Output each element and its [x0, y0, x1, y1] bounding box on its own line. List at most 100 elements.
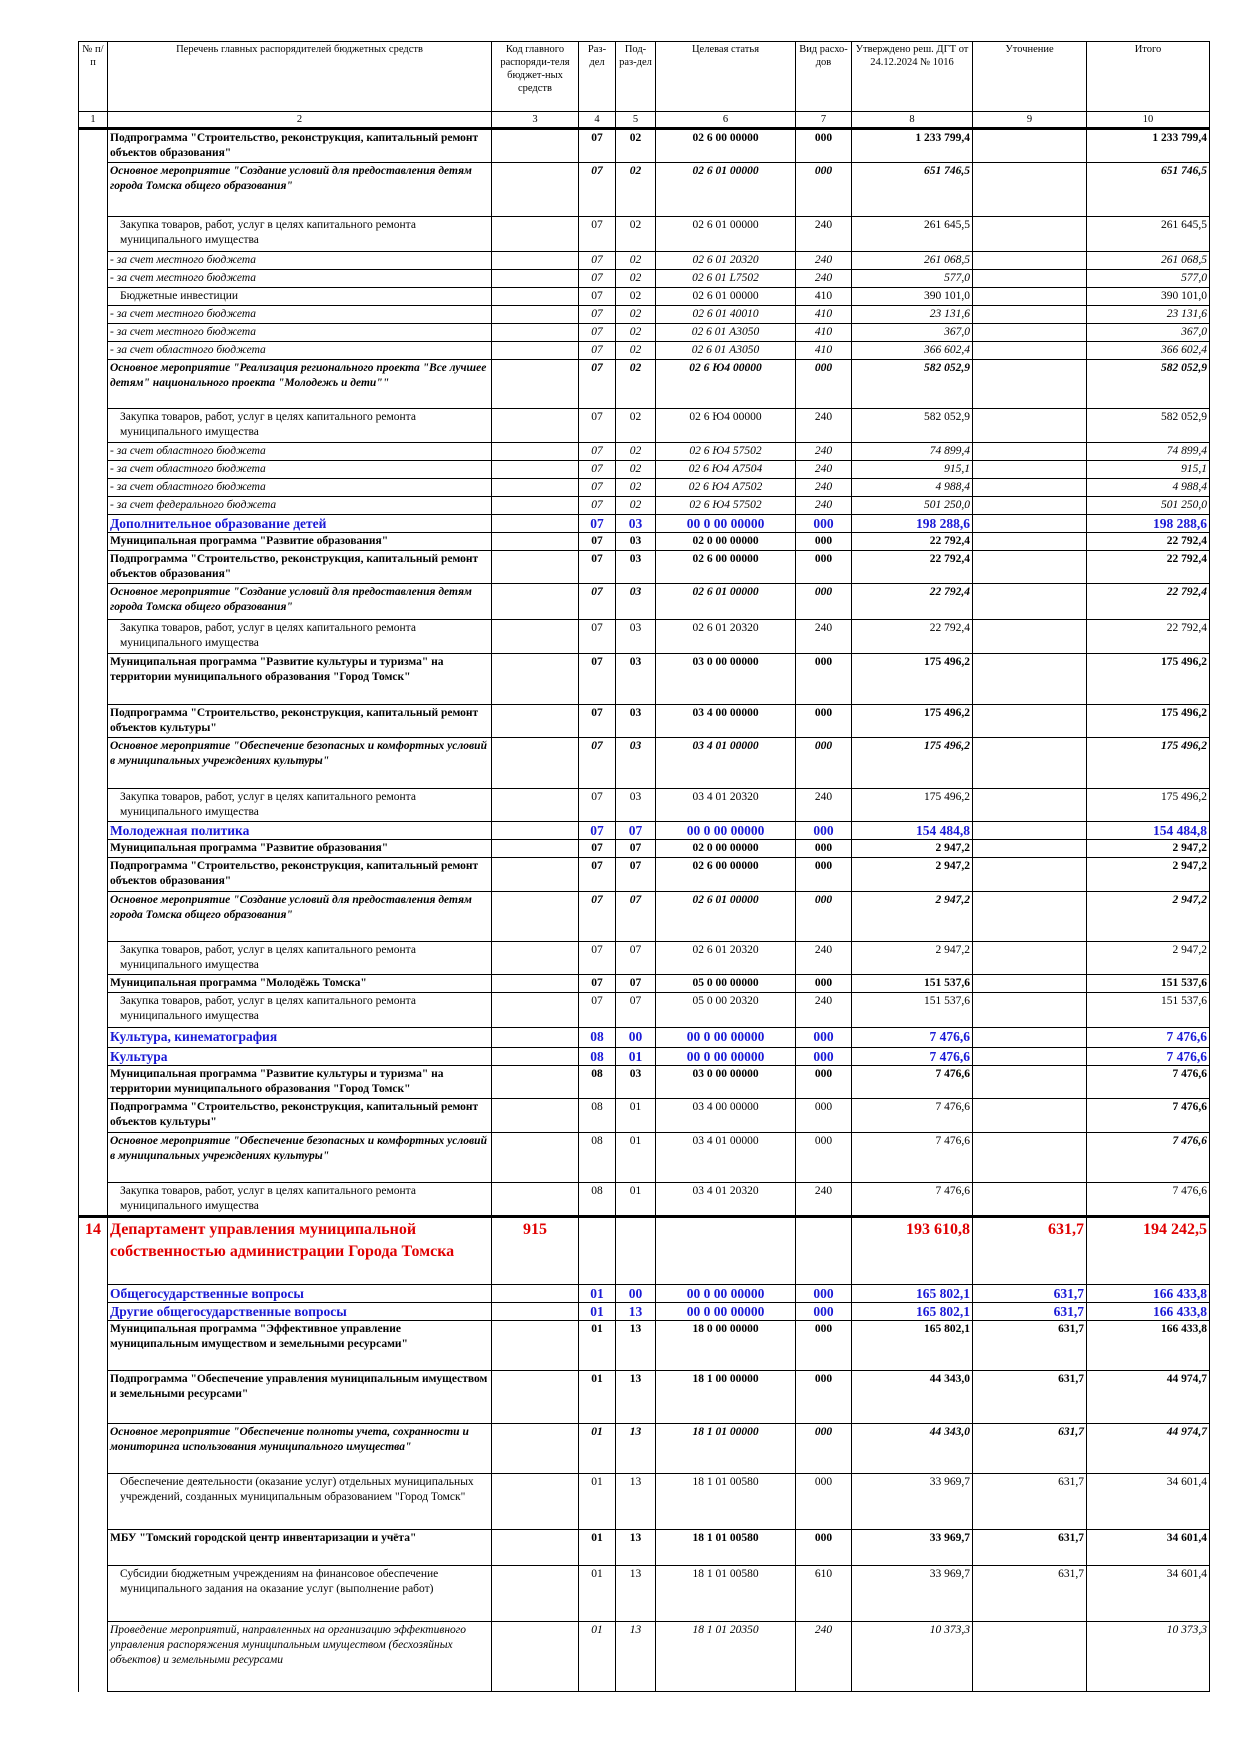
cell: 07 — [578, 287, 616, 307]
cell — [78, 408, 108, 443]
cell: - за счет областного бюджета — [107, 341, 492, 361]
cell: 03 4 01 00000 — [655, 1131, 796, 1184]
cell: 151 537,6 — [851, 974, 973, 994]
cell: Муниципальная программа "Развитие образо… — [107, 839, 492, 859]
cell — [615, 1215, 656, 1286]
cell — [972, 495, 1087, 515]
cell: 18 1 01 00580 — [655, 1529, 796, 1566]
cell: Общегосударственные вопросы — [107, 1284, 492, 1304]
table-body: Подпрограмма "Строительство, реконструкц… — [78, 128, 1210, 1693]
cell: 18 1 01 00000 — [655, 1422, 796, 1475]
cell: Закупка товаров, работ, услуг в целях ка… — [107, 941, 492, 976]
cell: 02 — [615, 359, 656, 410]
cell — [491, 652, 579, 705]
table-row: Муниципальная программа "Развитие культу… — [78, 1064, 1210, 1100]
cell: Подпрограмма "Строительство, реконструкц… — [107, 857, 492, 892]
cell: 261 068,5 — [851, 251, 973, 271]
cell: 4 988,4 — [1086, 477, 1210, 497]
cell: - за счет областного бюджета — [107, 477, 492, 497]
cell: 651 746,5 — [851, 162, 973, 217]
cell — [78, 162, 108, 217]
cell: 000 — [795, 1302, 852, 1322]
cell — [972, 128, 1087, 163]
cell: Основное мероприятие "Создание условий д… — [107, 583, 492, 621]
cell — [491, 251, 579, 271]
cell: 577,0 — [851, 269, 973, 289]
cell: 01 — [578, 1473, 616, 1531]
cell: 08 — [578, 1182, 616, 1218]
table-row: Подпрограмма "Строительство, реконструкц… — [78, 1098, 1210, 1133]
cell: 13 — [615, 1370, 656, 1424]
cell: 03 — [615, 787, 656, 823]
cell — [78, 496, 108, 515]
cell: 00 0 00 00000 — [655, 1046, 796, 1066]
cell: - за счет местного бюджета — [107, 323, 492, 343]
cell: 367,0 — [1086, 323, 1210, 343]
cell: 240 — [795, 441, 852, 461]
table-row: Проведение мероприятий, направленных на … — [78, 1620, 1210, 1693]
cell: 631,7 — [972, 1473, 1087, 1531]
cell — [491, 477, 579, 497]
cell — [491, 583, 579, 621]
cell: 07 — [578, 477, 616, 497]
column-number: 10 — [1086, 111, 1210, 130]
cell: 2 947,2 — [851, 857, 973, 892]
cell: 000 — [795, 890, 852, 943]
cell: 175 496,2 — [1086, 652, 1210, 705]
table-row: Дополнительное образование детей 07 03 00 0… — [78, 513, 1210, 533]
cell — [491, 323, 579, 343]
cell — [78, 1370, 108, 1424]
cell — [972, 1064, 1087, 1100]
cell: 05 0 00 20320 — [655, 992, 796, 1028]
cell — [578, 1215, 616, 1286]
cell: 000 — [795, 821, 852, 841]
cell: 7 476,6 — [851, 1026, 973, 1048]
cell: 07 — [578, 974, 616, 994]
cell: 915,1 — [1086, 459, 1210, 479]
table-row: - за счет областного бюджета 07 02 02 6 01 … — [78, 341, 1210, 361]
cell: 915 — [491, 1215, 579, 1286]
cell — [972, 408, 1087, 443]
cell: 13 — [615, 1620, 656, 1693]
cell: 240 — [795, 459, 852, 479]
cell: 03 0 00 00000 — [655, 1064, 796, 1100]
table-row: - за счет местного бюджета 07 02 02 6 01 20… — [78, 251, 1210, 271]
cell — [78, 287, 108, 306]
cell: 651 746,5 — [1086, 162, 1210, 217]
cell: 02 — [615, 162, 656, 217]
cell: 02 — [615, 408, 656, 443]
cell: 07 — [578, 787, 616, 823]
cell: 240 — [795, 495, 852, 515]
cell: 198 288,6 — [1086, 513, 1210, 533]
cell: 44 974,7 — [1086, 1370, 1210, 1424]
cell: 07 — [615, 821, 656, 841]
table-row: Основное мероприятие "Обеспечение полнот… — [78, 1422, 1210, 1475]
cell: Культура, кинематография — [107, 1026, 492, 1048]
cell: 175 496,2 — [1086, 737, 1210, 789]
cell: 07 — [615, 992, 656, 1028]
cell: 07 — [578, 549, 616, 585]
cell: 03 4 01 20320 — [655, 1182, 796, 1218]
cell: 03 4 01 20320 — [655, 787, 796, 823]
cell — [972, 1098, 1087, 1133]
cell: 01 — [578, 1620, 616, 1693]
cell: 22 792,4 — [1086, 531, 1210, 551]
cell — [972, 1026, 1087, 1048]
cell: 000 — [795, 128, 852, 163]
cell — [491, 992, 579, 1028]
cell: 22 792,4 — [851, 531, 973, 551]
cell — [491, 857, 579, 892]
cell: Субсидии бюджетным учреждениям на финанс… — [107, 1564, 492, 1622]
cell — [78, 1529, 108, 1566]
column-header: Целевая статья — [655, 41, 796, 112]
cell: 02 — [615, 128, 656, 163]
cell: 7 476,6 — [851, 1064, 973, 1100]
table-row: Подпрограмма "Строительство, реконструкц… — [78, 703, 1210, 739]
cell: 501 250,0 — [1086, 495, 1210, 515]
cell — [78, 532, 108, 551]
cell — [972, 477, 1087, 497]
cell — [491, 128, 579, 163]
cell: 02 6 Ю4 57502 — [655, 495, 796, 515]
cell: 4 988,4 — [851, 477, 973, 497]
cell: 02 6 Ю4 00000 — [655, 408, 796, 443]
